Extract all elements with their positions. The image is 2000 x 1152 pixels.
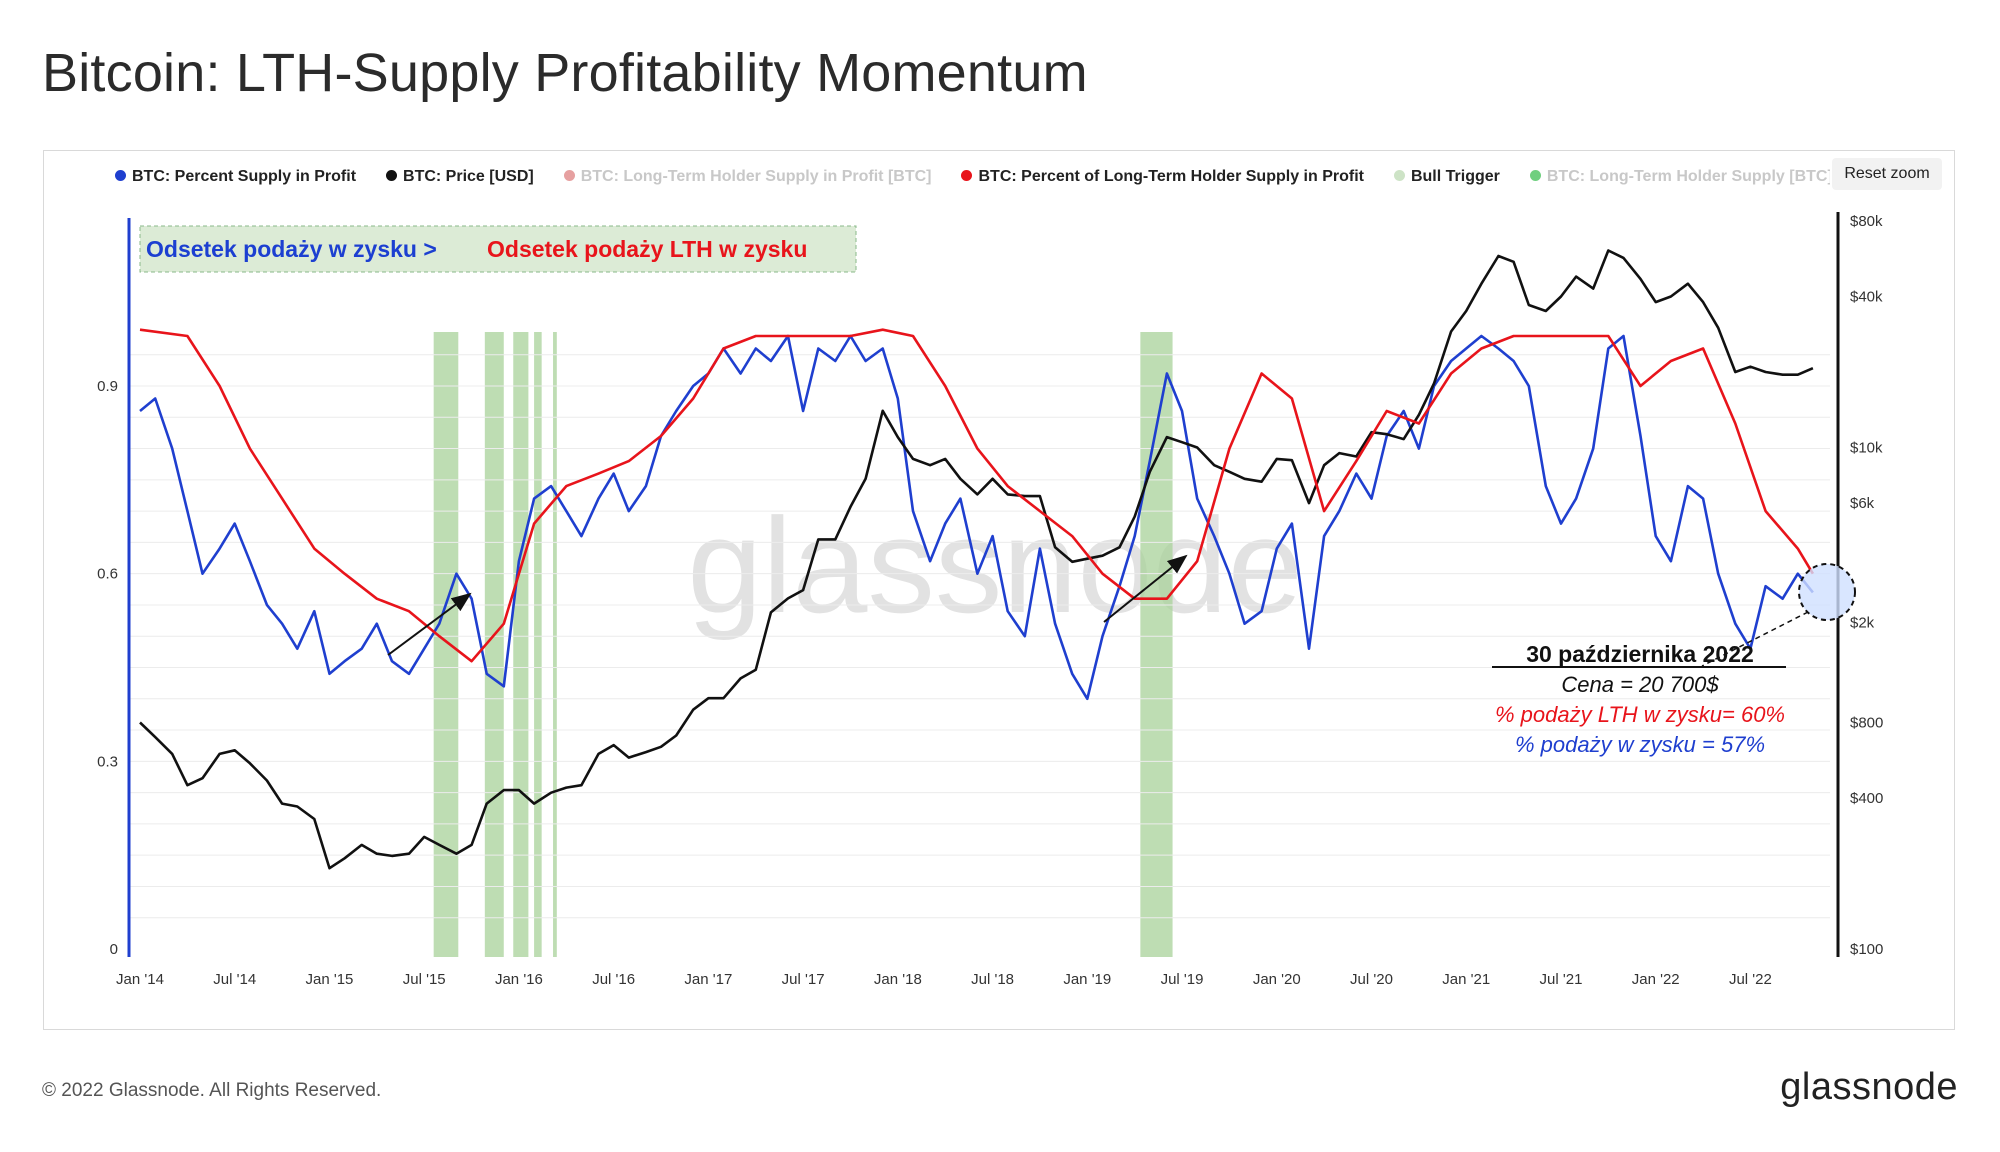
- legend-item[interactable]: BTC: Percent of Long-Term Holder Supply …: [961, 168, 1364, 186]
- x-tick-label: Jan '16: [495, 971, 543, 988]
- legend-item[interactable]: Bull Trigger: [1393, 168, 1500, 186]
- legend-label: BTC: Price [USD]: [403, 168, 534, 185]
- y-left-tick-label: 0.9: [97, 378, 118, 395]
- x-tick-label: Jul '22: [1729, 971, 1772, 988]
- legend-dot-icon: [563, 170, 575, 181]
- annotation-price: Cena = 20 700$: [1561, 672, 1719, 697]
- y-right-tick-label: $2k: [1850, 615, 1875, 632]
- legend-label: BTC: Long-Term Holder Supply in Profit […: [580, 168, 932, 185]
- x-tick-label: Jul '19: [1161, 971, 1204, 988]
- highlight-leader-line: [1701, 611, 1809, 667]
- legend-dot-icon: [386, 170, 398, 181]
- legend-dot-icon: [961, 170, 973, 181]
- series-layer: [139, 249, 1815, 870]
- legend-label: BTC: Long-Term Holder Supply [BTC]: [1546, 168, 1830, 185]
- y-right-tick-label: $10k: [1850, 439, 1883, 456]
- price-line: [139, 249, 1814, 870]
- x-tick-label: Jan '17: [684, 971, 732, 988]
- legend-item[interactable]: BTC: Price [USD]: [386, 168, 534, 186]
- lth-supply-in-profit-line: [139, 328, 1815, 663]
- x-tick-label: Jul '17: [782, 971, 825, 988]
- x-tick-label: Jan '14: [116, 971, 164, 988]
- reset-zoom-button[interactable]: Reset zoom: [1832, 158, 1942, 190]
- y-right-tick-label: $100: [1850, 941, 1883, 958]
- bull-trigger-layer: [433, 332, 1173, 957]
- x-tick-label: Jul '14: [213, 971, 256, 988]
- legend-dot-icon: [1393, 170, 1405, 181]
- legend-item[interactable]: BTC: Long-Term Holder Supply [BTC]: [1529, 168, 1830, 186]
- y-right-tick-label: $40k: [1850, 288, 1883, 305]
- annotation-lth: % podaży LTH w zysku= 60%: [1495, 702, 1785, 727]
- chart-legend: BTC: Percent Supply in Profit BTC: Price …: [115, 168, 1830, 190]
- x-tick-label: Jul '15: [403, 971, 446, 988]
- x-tick-label: Jan '19: [1063, 971, 1111, 988]
- grid-layer: [130, 354, 1830, 919]
- bull-trigger-band: [553, 332, 557, 957]
- page-title: Bitcoin: LTH-Supply Profitability Moment…: [42, 43, 1088, 103]
- x-tick-label: Jan '20: [1253, 971, 1301, 988]
- x-tick-label: Jan '15: [306, 971, 354, 988]
- y-right-tick-label: $6k: [1850, 495, 1875, 512]
- x-tick-label: Jul '16: [592, 971, 635, 988]
- x-tick-label: Jul '21: [1540, 971, 1583, 988]
- bull-trigger-band: [433, 332, 459, 957]
- axis-layer: Jan '14 Jul '14 Jan '15 Jul '15 Jan '16 Jul '…: [97, 213, 1883, 988]
- comparison-box: [139, 225, 857, 273]
- legend-dot-icon: [115, 170, 126, 181]
- legend-label: BTC: Percent of Long-Term Holder Supply …: [978, 168, 1364, 185]
- legend-label: BTC: Percent Supply in Profit: [132, 168, 357, 185]
- glassnode-logo: glassnode: [1780, 1066, 1958, 1108]
- current-point-highlight: [1798, 563, 1856, 621]
- legend-item[interactable]: BTC: Long-Term Holder Supply in Profit […: [563, 168, 932, 186]
- x-tick-label: Jul '18: [971, 971, 1014, 988]
- x-tick-label: Jan '21: [1442, 971, 1490, 988]
- x-tick-label: Jan '22: [1632, 971, 1680, 988]
- x-tick-label: Jan '18: [874, 971, 922, 988]
- legend-dot-icon: [1529, 170, 1541, 181]
- bull-trigger-band: [534, 332, 542, 957]
- chart-panel: [43, 150, 1955, 1030]
- y-right-tick-label: $80k: [1850, 213, 1883, 230]
- glassnode-watermark: glassnode: [687, 490, 1302, 641]
- y-right-tick-label: $800: [1850, 715, 1883, 732]
- y-left-tick-label: 0.6: [97, 566, 118, 583]
- y-left-tick-label: 0: [110, 941, 118, 958]
- y-right-tick-label: $400: [1850, 790, 1883, 807]
- x-tick-label: Jul '20: [1350, 971, 1393, 988]
- y-left-tick-label: 0.3: [97, 753, 118, 770]
- annotation-supply: % podaży w zysku = 57%: [1515, 732, 1765, 757]
- comparison-blue-text: Odsetek podaży w zysku >: [146, 236, 437, 262]
- legend-item[interactable]: BTC: Percent Supply in Profit: [115, 168, 356, 186]
- bull-trigger-band: [484, 332, 504, 957]
- copyright-footer: © 2022 Glassnode. All Rights Reserved.: [42, 1080, 382, 1101]
- annotation-date: 30 października 2022: [1526, 641, 1754, 667]
- trend-arrow-2019: [1103, 554, 1188, 623]
- trend-arrow-2015: [387, 592, 472, 656]
- legend-label: Bull Trigger: [1410, 168, 1500, 185]
- bull-trigger-band: [513, 332, 529, 957]
- comparison-red-text: Odsetek podaży LTH w zysku: [487, 236, 807, 262]
- supply-in-profit-line: [139, 334, 1814, 701]
